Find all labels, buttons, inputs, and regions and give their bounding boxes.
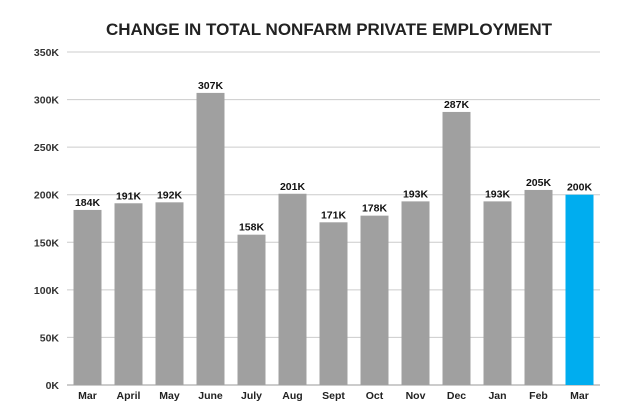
bar — [196, 92, 225, 385]
y-axis-ticks: 0K 50K 100K 150K 200K 250K 300K 350K — [34, 47, 60, 392]
x-tick-label: Aug — [282, 390, 302, 402]
bar — [401, 201, 430, 385]
y-tick-label: 350K — [34, 47, 60, 59]
x-tick-label: Mar — [78, 390, 97, 402]
y-tick-label: 50K — [40, 332, 60, 344]
data-label: 191K — [116, 190, 142, 202]
data-label: 171K — [321, 209, 347, 221]
y-tick-label: 100K — [34, 285, 60, 297]
data-label: 205K — [526, 177, 552, 189]
y-tick-label: 200K — [34, 190, 60, 202]
data-labels: 184K 191K 192K 307K 158K 201K 171K 178K 193K 287K… — [75, 80, 593, 234]
x-tick-label: Oct — [366, 390, 384, 402]
y-tick-label: 300K — [34, 95, 60, 107]
data-label: 158K — [239, 222, 265, 234]
x-tick-label: Sept — [322, 390, 345, 402]
data-label: 201K — [280, 181, 306, 193]
chart-title: CHANGE IN TOTAL NONFARM PRIVATE EMPLOYME… — [106, 20, 553, 39]
bar — [319, 222, 348, 385]
x-tick-label: Jan — [488, 390, 506, 402]
x-tick-label: Dec — [447, 390, 466, 402]
bar — [278, 193, 307, 385]
bar — [442, 111, 471, 385]
x-tick-label: June — [198, 390, 223, 402]
data-label: 307K — [198, 80, 224, 92]
data-label: 287K — [444, 99, 470, 111]
data-label: 193K — [485, 188, 511, 200]
bar — [524, 189, 553, 385]
x-tick-label: Feb — [529, 390, 548, 402]
x-tick-label: Nov — [406, 390, 426, 402]
y-tick-label: 150K — [34, 237, 60, 249]
x-tick-label: Mar — [570, 390, 589, 402]
x-tick-label: July — [241, 390, 262, 402]
data-label: 184K — [75, 197, 101, 209]
data-label: 200K — [567, 182, 593, 194]
x-tick-label: May — [159, 390, 180, 402]
data-label: 192K — [157, 189, 183, 201]
bar — [360, 215, 389, 385]
bar — [483, 201, 512, 385]
bar — [155, 202, 184, 385]
data-label: 178K — [362, 203, 388, 215]
data-label: 193K — [403, 188, 429, 200]
bar — [237, 234, 266, 385]
y-tick-label: 0K — [46, 380, 60, 392]
bar — [565, 194, 594, 385]
y-tick-label: 250K — [34, 142, 60, 154]
bars — [73, 92, 594, 385]
x-tick-label: April — [117, 390, 141, 402]
bar — [114, 203, 143, 385]
x-axis-ticks: Mar April May June July Aug Sept Oct Nov Dec Jan Fe… — [78, 390, 589, 402]
bar — [73, 209, 102, 385]
